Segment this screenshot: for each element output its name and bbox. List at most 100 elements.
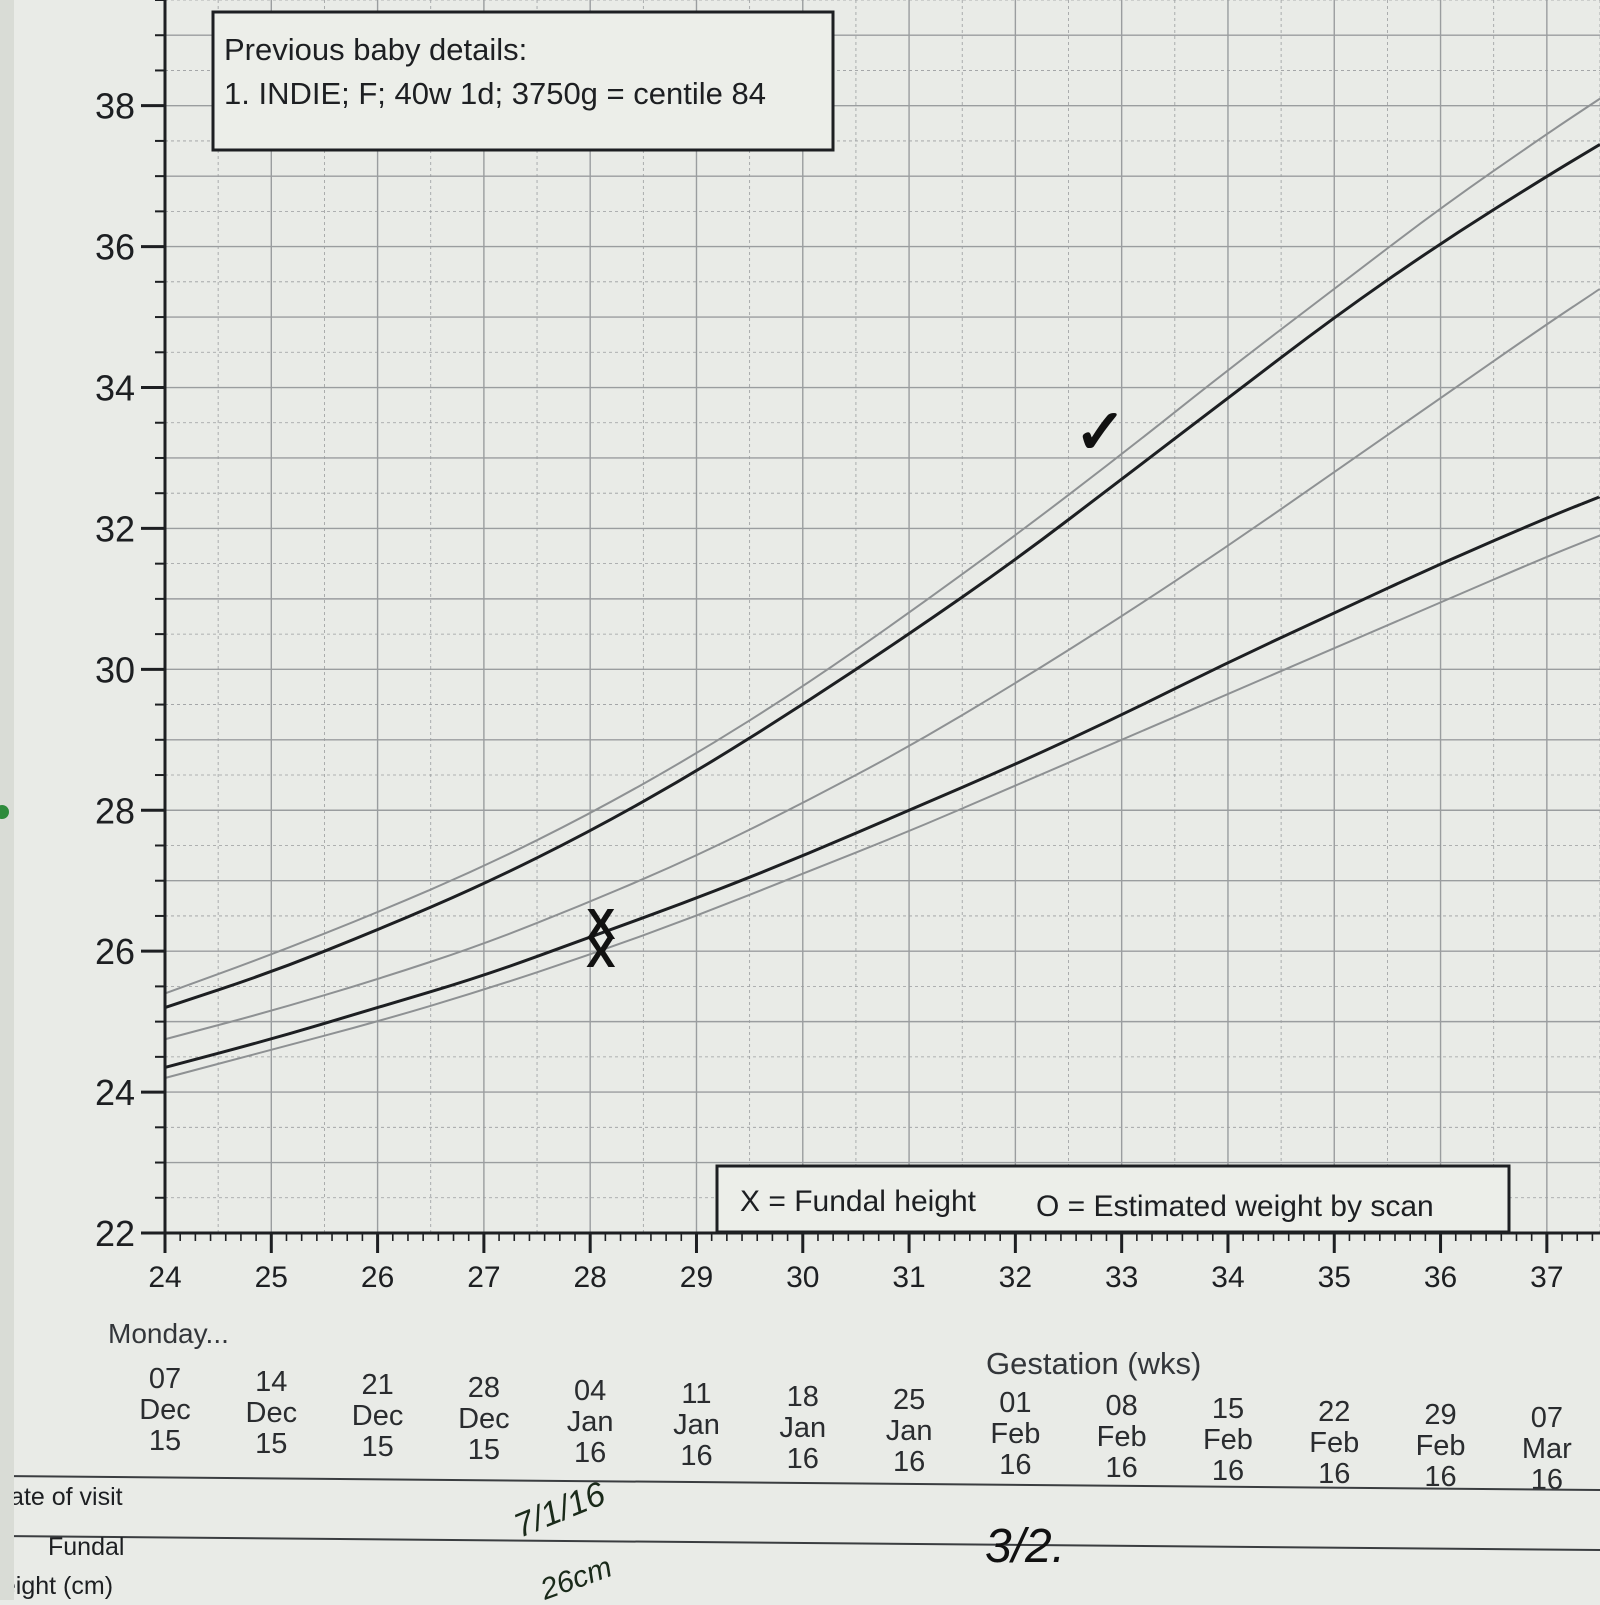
green-dot: [0, 805, 9, 819]
row-label-fundal: Fundal: [48, 1533, 124, 1561]
date-year: 15: [468, 1434, 500, 1466]
x-tick-label: 31: [892, 1261, 925, 1294]
y-tick-label: 26: [95, 931, 135, 972]
centile-curve: [164, 287, 1600, 1041]
date-month: Dec: [246, 1397, 298, 1429]
centile-curves: [164, 97, 1600, 1079]
legend-weight: O = Estimated weight by scan: [1036, 1190, 1434, 1223]
info-box-title: Previous baby details:: [224, 32, 527, 67]
legend: X = Fundal height O = Estimated weight b…: [715, 1164, 1511, 1234]
date-month: Feb: [1416, 1430, 1466, 1462]
row-label-date: Date of visit: [0, 1483, 123, 1511]
y-tick-label: 34: [95, 368, 135, 409]
date-day: 07: [149, 1363, 181, 1395]
x-tick-label: 27: [467, 1261, 500, 1294]
row-label-height: height (cm): [0, 1572, 113, 1600]
x-tick-label: 32: [999, 1261, 1032, 1294]
date-month: Dec: [139, 1394, 191, 1426]
date-month: Feb: [990, 1418, 1040, 1450]
date-month: Jan: [779, 1412, 826, 1444]
date-year: 16: [1531, 1464, 1563, 1496]
date-month: Jan: [673, 1409, 720, 1441]
date-day: 22: [1318, 1396, 1350, 1428]
y-tick-label: 28: [95, 790, 135, 831]
y-tick-label: 24: [95, 1072, 135, 1113]
date-year: 16: [1318, 1458, 1350, 1490]
date-month: Jan: [567, 1406, 614, 1438]
fundal-height-marks: XX ✓: [586, 398, 1126, 977]
date-day: 25: [893, 1384, 925, 1416]
date-day: 18: [787, 1381, 819, 1413]
y-tick-label: 36: [95, 227, 135, 268]
info-box: Previous baby details: 1. INDIE; F; 40w …: [211, 10, 835, 152]
visit-table: Date of visit Fundal height (cm) 7/1/16 …: [0, 1475, 1600, 1605]
axes: 22 24 26 28 30 32 34 36 38 24 25 26 27 28 29 30 31 32 33 34…: [95, 0, 1600, 1294]
x-tick-label: 28: [573, 1261, 606, 1294]
date-year: 16: [893, 1446, 925, 1478]
date-month: Feb: [1097, 1421, 1147, 1453]
date-day: 04: [574, 1375, 606, 1407]
page-edge: [0, 0, 14, 1600]
y-tick-label: 22: [95, 1213, 135, 1254]
date-year: 16: [1106, 1452, 1138, 1484]
x-axis-label: Gestation (wks): [986, 1346, 1201, 1381]
fundal-height-mark: X: [586, 900, 615, 949]
date-month: Feb: [1203, 1424, 1253, 1456]
date-day: 28: [468, 1372, 500, 1404]
x-tick-label: 36: [1424, 1261, 1457, 1294]
date-month: Feb: [1309, 1427, 1359, 1459]
date-year: 16: [787, 1443, 819, 1475]
date-day: 15: [1212, 1393, 1244, 1425]
date-axis: 07Dec1514Dec1521Dec1528Dec1504Jan1611Jan…: [139, 1363, 1572, 1496]
x-tick-label: 35: [1318, 1261, 1351, 1294]
date-year: 16: [680, 1440, 712, 1472]
y-tick-label: 38: [95, 86, 135, 127]
date-day: 07: [1531, 1402, 1563, 1434]
date-year: 15: [255, 1428, 287, 1460]
date-day: 08: [1106, 1390, 1138, 1422]
date-axis-label: Monday...: [108, 1318, 229, 1349]
x-tick-label: 30: [786, 1261, 819, 1294]
date-year: 16: [999, 1449, 1031, 1481]
date-day: 11: [681, 1378, 711, 1410]
date-year: 16: [574, 1437, 606, 1469]
date-month: Jan: [886, 1415, 933, 1447]
centile-curve: [164, 143, 1600, 1009]
info-box-line: 1. INDIE; F; 40w 1d; 3750g = centile 84: [224, 76, 766, 111]
legend-fundal: X = Fundal height: [740, 1185, 977, 1218]
centile-curve: [164, 534, 1600, 1079]
x-tick-label: 26: [361, 1261, 394, 1294]
date-day: 01: [999, 1387, 1031, 1419]
x-tick-label: 24: [148, 1261, 181, 1294]
centile-curve: [164, 495, 1600, 1069]
y-tick-label: 30: [95, 649, 135, 690]
fundal-height-mark: X: [586, 928, 615, 977]
date-day: 14: [255, 1366, 287, 1398]
fundal-height-mark: ✓: [1074, 398, 1126, 467]
x-tick-label: 33: [1105, 1261, 1138, 1294]
date-month: Dec: [352, 1400, 404, 1432]
x-tick-label: 34: [1211, 1261, 1244, 1294]
date-day: 21: [361, 1369, 393, 1401]
date-month: Mar: [1522, 1433, 1572, 1465]
date-year: 15: [149, 1425, 181, 1457]
date-month: Dec: [458, 1403, 510, 1435]
centile-curve: [164, 97, 1600, 995]
date-day: 29: [1424, 1399, 1456, 1431]
x-tick-label: 37: [1530, 1261, 1563, 1294]
